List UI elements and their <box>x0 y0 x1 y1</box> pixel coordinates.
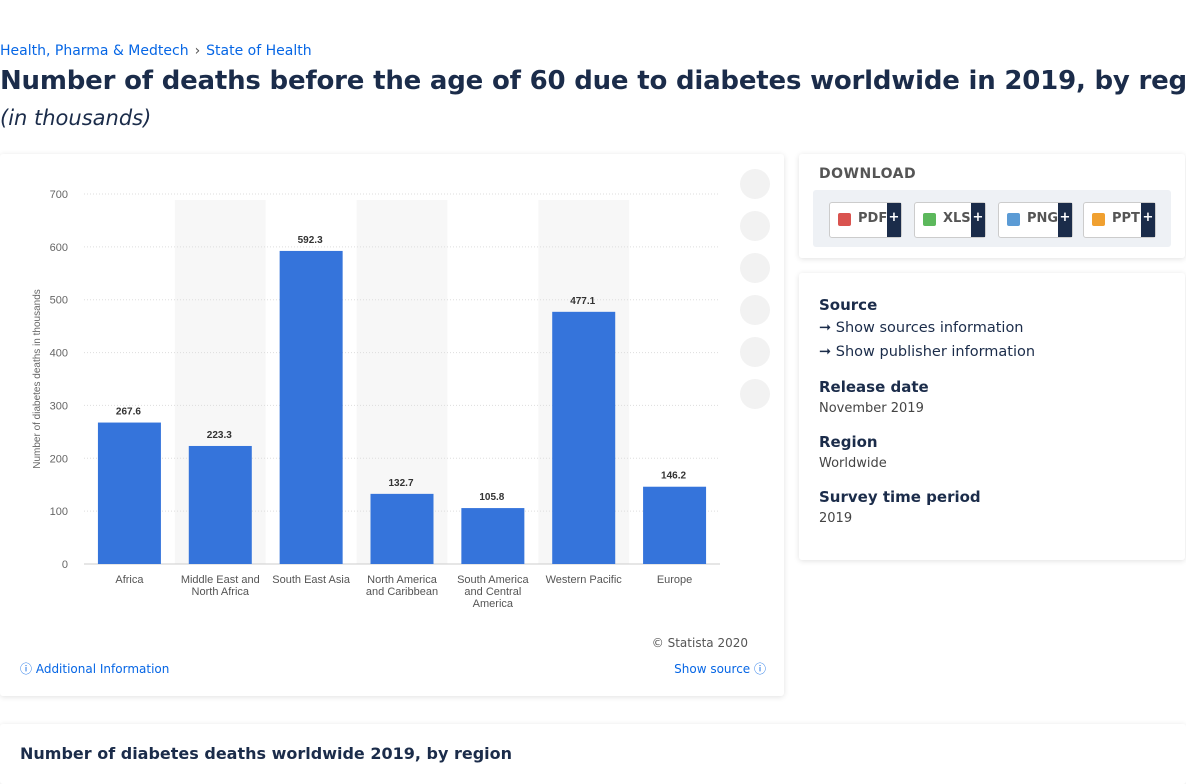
field-label: Survey time period <box>819 488 981 506</box>
alert-button[interactable] <box>740 211 770 241</box>
breadcrumb-link[interactable]: Health, Pharma & Medtech <box>0 43 189 59</box>
print-button[interactable] <box>740 379 770 409</box>
field-label: Release date <box>819 378 929 396</box>
additional-info-link[interactable]: ⓘ Additional Information <box>20 662 170 676</box>
toolbar <box>740 169 770 409</box>
link-text: Show publisher information <box>835 344 1036 360</box>
y-tick-label: 400 <box>50 348 68 360</box>
download-button[interactable]: PDF + <box>829 202 902 238</box>
field-value: Worldwide <box>819 456 887 471</box>
button-label: PPT <box>1112 211 1140 226</box>
plus-icon: + <box>887 203 901 237</box>
next-card: Number of diabetes deaths worldwide 2019… <box>0 724 1186 784</box>
data-label: 267.6 <box>116 407 141 418</box>
cite-button[interactable] <box>740 337 770 367</box>
bar <box>370 493 434 564</box>
y-tick-label: 300 <box>50 400 68 412</box>
data-label: 223.3 <box>207 430 232 441</box>
plus-icon: + <box>1058 203 1072 237</box>
copyright: © Statista 2020 <box>651 636 748 650</box>
subtitle: (in thousands) <box>0 106 152 130</box>
x-tick-label: Africa <box>115 574 144 586</box>
data-label: 146.2 <box>661 471 686 482</box>
file-icon <box>923 213 936 226</box>
download-button[interactable]: XLS + <box>914 202 986 238</box>
x-tick-label: North America and Caribbean <box>365 574 439 598</box>
share-button[interactable] <box>740 295 770 325</box>
y-axis-title: Number of diabetes deaths in thousands <box>32 289 43 469</box>
plus-icon: + <box>971 203 985 237</box>
x-tick-label: Europe <box>656 574 693 586</box>
data-label: 477.1 <box>570 296 595 307</box>
field-label: Region <box>819 433 878 451</box>
bar <box>279 250 343 565</box>
file-icon <box>838 213 851 226</box>
button-label: PNG <box>1027 211 1059 226</box>
x-tick-label: South America and Central America <box>457 574 529 610</box>
show-source-text: Show source <box>674 662 751 676</box>
download-heading: DOWNLOAD <box>819 166 917 182</box>
bar <box>552 311 616 564</box>
page-title: Number of deaths before the age of 60 du… <box>0 66 1186 96</box>
button-label: PDF <box>858 211 888 226</box>
sources-link[interactable]: ➞ Show sources information <box>819 320 1024 336</box>
field-value: November 2019 <box>819 401 924 416</box>
y-tick-label: 600 <box>50 242 68 254</box>
settings-button[interactable] <box>740 253 770 283</box>
breadcrumb: Health, Pharma & Medtech › State of Health <box>0 43 312 59</box>
y-tick-label: 100 <box>50 506 68 518</box>
download-button[interactable]: PPT + <box>1083 202 1156 238</box>
publisher-link[interactable]: ➞ Show publisher information <box>819 344 1036 360</box>
y-tick-label: 500 <box>50 295 68 307</box>
x-tick-label: Middle East and North Africa <box>180 574 260 598</box>
chart: 0 100 200 300 400 500 600 700 Number of diabetes… <box>32 169 770 571</box>
file-icon <box>1007 213 1020 226</box>
show-source-link[interactable]: Show source ⓘ <box>674 662 766 676</box>
next-heading: Number of diabetes deaths worldwide 2019… <box>20 744 513 763</box>
y-tick-label: 0 <box>62 559 68 571</box>
y-tick-label: 200 <box>50 453 68 465</box>
download-card: DOWNLOAD PDF + XLS + PNG + PPT + <box>799 154 1185 258</box>
page: Health, Pharma & Medtech › State of Health… <box>0 43 1186 763</box>
bar <box>461 508 525 564</box>
plus-icon: + <box>1141 203 1155 237</box>
link-text: Show sources information <box>835 320 1024 336</box>
source-label: Source <box>819 296 878 314</box>
download-button[interactable]: PNG + <box>998 202 1073 238</box>
x-tick-label: South East Asia <box>272 574 350 586</box>
button-label: XLS <box>943 211 971 226</box>
bar <box>188 445 252 564</box>
breadcrumb-link[interactable]: State of Health <box>206 43 312 59</box>
data-label: 105.8 <box>479 492 504 503</box>
bar <box>643 486 707 564</box>
y-tick-label: 700 <box>50 189 68 201</box>
details-card: Source ➞ Show sources information ➞ Show… <box>799 273 1185 560</box>
favorite-button[interactable] <box>740 169 770 199</box>
bar <box>97 422 161 564</box>
field-value: 2019 <box>819 511 853 526</box>
additional-info-text: Additional Information <box>35 662 170 676</box>
x-tick-label: Western Pacific <box>545 574 622 586</box>
file-icon <box>1092 213 1105 226</box>
chart-card: 0 100 200 300 400 500 600 700 Number of diabetes… <box>0 154 784 696</box>
data-label: 592.3 <box>298 235 323 246</box>
data-label: 132.7 <box>388 478 413 489</box>
